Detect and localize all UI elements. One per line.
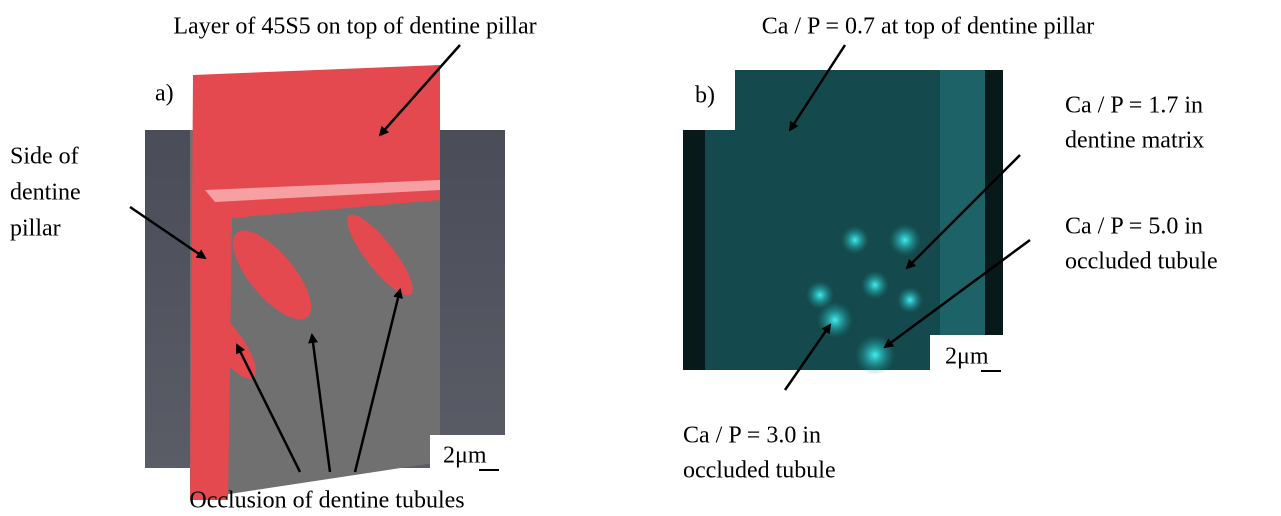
scale-bar-label: 2μm xyxy=(443,443,487,469)
annotation: dentine matrix xyxy=(1065,128,1204,154)
annotation: Ca / P = 1.7 in xyxy=(1065,93,1203,119)
scale-bar-label: 2μm xyxy=(945,344,989,370)
annotation: Ca / P = 3.0 in xyxy=(683,423,821,449)
annotation: dentine xyxy=(10,180,81,206)
panel-label: b) xyxy=(695,83,715,109)
annotation: Ca / P = 0.7 at top of dentine pillar xyxy=(762,14,1095,40)
annotation: Layer of 45S5 on top of dentine pillar xyxy=(173,14,536,40)
annotation: Side of xyxy=(10,144,79,170)
figure: a) Layer of 45S5 on top of dentine pilla… xyxy=(0,0,1281,516)
annotation: occluded tubule xyxy=(683,458,836,484)
annotation: Occlusion of dentine tubules xyxy=(189,488,464,514)
annotation: Ca / P = 5.0 in xyxy=(1065,214,1203,240)
panel-label: a) xyxy=(155,81,174,107)
annotation: occluded tubule xyxy=(1065,249,1218,275)
panel-b-image xyxy=(683,70,1003,375)
annotation: pillar xyxy=(10,216,61,242)
